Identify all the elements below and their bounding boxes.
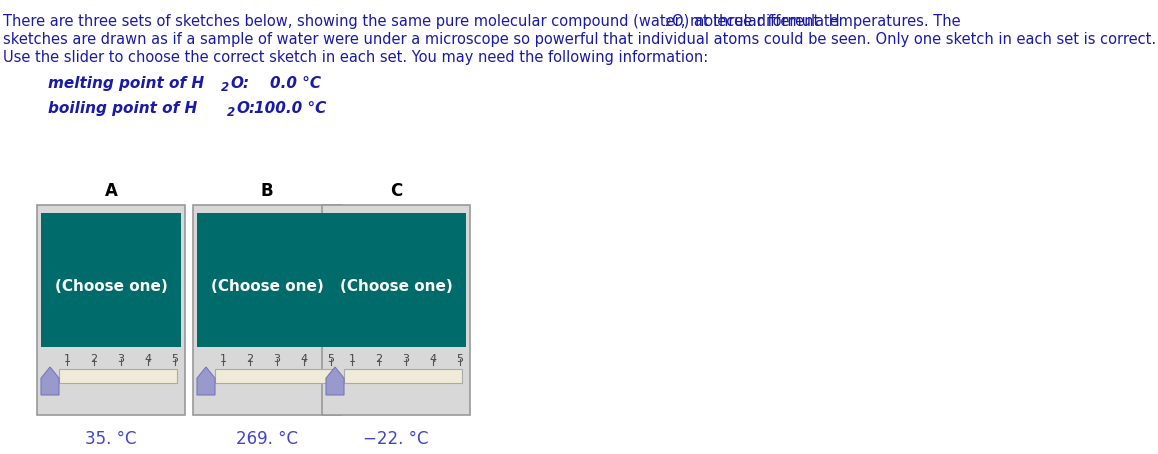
Text: 269. °C: 269. °C [236, 430, 298, 448]
FancyBboxPatch shape [215, 369, 334, 383]
FancyBboxPatch shape [197, 213, 337, 347]
Text: 35. °C: 35. °C [86, 430, 137, 448]
Text: 5: 5 [456, 354, 463, 364]
FancyBboxPatch shape [37, 205, 185, 415]
Text: 4: 4 [145, 354, 152, 364]
Polygon shape [41, 367, 59, 395]
FancyBboxPatch shape [193, 205, 340, 415]
Text: 5: 5 [328, 354, 335, 364]
Text: 2: 2 [90, 354, 97, 364]
Text: 100.0 °C: 100.0 °C [254, 101, 327, 116]
Text: 1: 1 [220, 354, 227, 364]
Text: −22. °C: −22. °C [364, 430, 428, 448]
FancyBboxPatch shape [327, 213, 466, 347]
Text: 4: 4 [430, 354, 437, 364]
Text: O:: O: [236, 101, 255, 116]
Text: C: C [390, 182, 402, 200]
Text: 2: 2 [375, 354, 382, 364]
Text: (Choose one): (Choose one) [339, 279, 453, 294]
Text: (Choose one): (Choose one) [54, 279, 168, 294]
Text: 2: 2 [247, 354, 254, 364]
Text: Use the slider to choose the correct sketch in each set. You may need the follow: Use the slider to choose the correct ske… [3, 50, 709, 65]
FancyBboxPatch shape [322, 205, 470, 415]
Text: B: B [261, 182, 273, 200]
Text: 0.0 °C: 0.0 °C [270, 76, 321, 91]
Text: 4: 4 [300, 354, 308, 364]
Text: 5: 5 [171, 354, 178, 364]
FancyBboxPatch shape [41, 213, 181, 347]
Polygon shape [327, 367, 344, 395]
Polygon shape [197, 367, 215, 395]
Text: O:: O: [230, 76, 249, 91]
Text: sketches are drawn as if a sample of water were under a microscope so powerful t: sketches are drawn as if a sample of wat… [3, 32, 1156, 47]
Text: melting point of H: melting point of H [47, 76, 204, 91]
Text: 1: 1 [64, 354, 71, 364]
Text: 2: 2 [227, 106, 235, 119]
Text: 2: 2 [664, 18, 670, 28]
Text: 3: 3 [403, 354, 410, 364]
Text: O) at three different temperatures. The: O) at three different temperatures. The [672, 14, 961, 29]
FancyBboxPatch shape [59, 369, 177, 383]
Text: 2: 2 [221, 81, 229, 94]
Text: 3: 3 [117, 354, 125, 364]
Text: (Choose one): (Choose one) [211, 279, 323, 294]
Text: A: A [104, 182, 117, 200]
Text: boiling point of H: boiling point of H [47, 101, 197, 116]
FancyBboxPatch shape [344, 369, 462, 383]
Text: 1: 1 [349, 354, 356, 364]
Text: 3: 3 [273, 354, 280, 364]
Text: There are three sets of sketches below, showing the same pure molecular compound: There are three sets of sketches below, … [3, 14, 840, 29]
